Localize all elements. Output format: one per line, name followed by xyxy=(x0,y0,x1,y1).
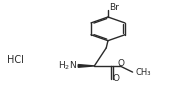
Text: Br: Br xyxy=(109,3,119,12)
Text: O: O xyxy=(113,74,120,83)
Text: O: O xyxy=(118,59,125,68)
Text: CH₃: CH₃ xyxy=(136,68,151,77)
Text: HCl: HCl xyxy=(7,55,24,65)
Text: H$_2$N: H$_2$N xyxy=(57,60,76,72)
Polygon shape xyxy=(78,65,94,67)
